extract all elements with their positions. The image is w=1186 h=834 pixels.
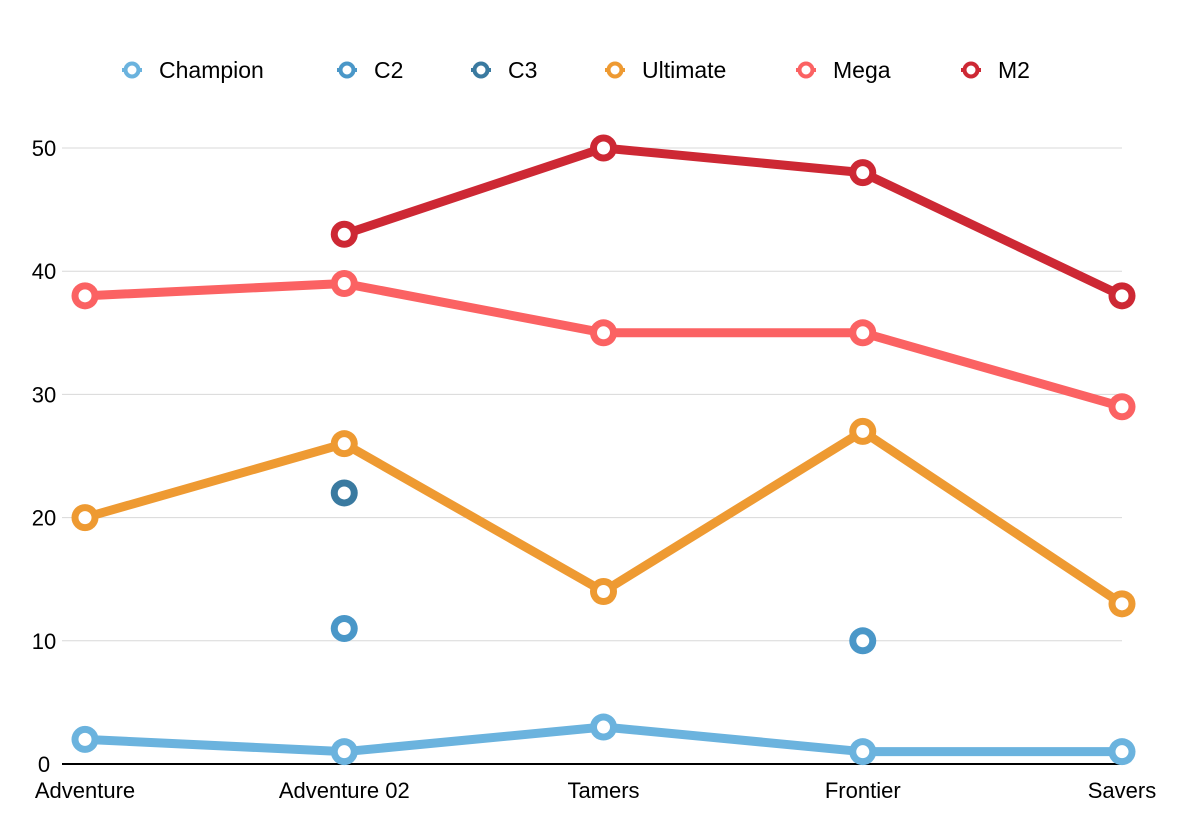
data-point-center bbox=[1115, 400, 1129, 414]
data-point-center bbox=[597, 720, 610, 734]
x-tick-label: Tamers bbox=[567, 778, 639, 803]
data-point-center bbox=[597, 585, 610, 599]
data-point-center bbox=[1115, 289, 1129, 303]
series-m2 bbox=[330, 134, 1136, 310]
data-point-center bbox=[337, 621, 351, 635]
data-point-center bbox=[337, 227, 351, 241]
data-point-center bbox=[78, 732, 92, 746]
y-tick-label: 10 bbox=[32, 629, 56, 654]
data-point-center bbox=[1115, 745, 1129, 759]
data-point-center bbox=[78, 511, 92, 525]
legend-label: Champion bbox=[159, 57, 264, 83]
legend-item-m2: M2 bbox=[961, 57, 1030, 83]
series-layer bbox=[71, 134, 1136, 766]
legend: Champion C2 C3 Ultimate Mega M2 bbox=[122, 57, 1030, 83]
data-point-center bbox=[597, 326, 610, 340]
data-point-center bbox=[856, 634, 870, 648]
data-point-center bbox=[78, 289, 92, 303]
legend-marker bbox=[472, 61, 490, 79]
data-point-center bbox=[856, 326, 870, 340]
series-c2 bbox=[330, 614, 877, 655]
data-point-center bbox=[856, 424, 870, 438]
legend-marker bbox=[338, 61, 356, 79]
series-c3 bbox=[330, 479, 358, 507]
x-tick-label: Savers bbox=[1088, 778, 1156, 803]
data-point-center bbox=[856, 166, 870, 180]
series-champion bbox=[71, 713, 1136, 766]
y-axis-ticks: 0 10 20 30 40 50 bbox=[32, 136, 56, 777]
legend-item-champion: Champion bbox=[122, 57, 264, 83]
x-tick-label: Adventure bbox=[35, 778, 135, 803]
legend-item-c2: C2 bbox=[337, 57, 403, 83]
legend-label: Mega bbox=[833, 57, 891, 83]
series-ultimate bbox=[71, 417, 1136, 618]
data-point-center bbox=[337, 745, 351, 759]
x-tick-label: Adventure 02 bbox=[279, 778, 410, 803]
data-point-center bbox=[337, 486, 351, 500]
x-tick-label: Frontier bbox=[825, 778, 901, 803]
legend-item-mega: Mega bbox=[796, 57, 891, 83]
y-tick-label: 0 bbox=[38, 752, 50, 777]
data-point-center bbox=[856, 745, 870, 759]
legend-label: Ultimate bbox=[642, 57, 726, 83]
y-tick-label: 40 bbox=[32, 259, 56, 284]
data-point-center bbox=[597, 141, 610, 155]
legend-label: M2 bbox=[998, 57, 1030, 83]
legend-label: C3 bbox=[508, 57, 537, 83]
legend-item-ultimate: Ultimate bbox=[605, 57, 726, 83]
y-tick-label: 30 bbox=[32, 382, 56, 407]
legend-label: C2 bbox=[374, 57, 403, 83]
y-tick-label: 20 bbox=[32, 506, 56, 531]
legend-marker bbox=[606, 61, 624, 79]
data-point-center bbox=[1115, 597, 1129, 611]
data-point-center bbox=[337, 437, 351, 451]
legend-item-c3: C3 bbox=[471, 57, 537, 83]
series-mega bbox=[71, 270, 1136, 421]
legend-marker bbox=[962, 61, 980, 79]
x-axis-ticks: Adventure Adventure 02 Tamers Frontier Saver… bbox=[35, 778, 1156, 803]
data-point-center bbox=[337, 277, 351, 291]
y-tick-label: 50 bbox=[32, 136, 56, 161]
series-line bbox=[339, 143, 1127, 301]
legend-marker bbox=[797, 61, 815, 79]
legend-marker bbox=[123, 61, 141, 79]
